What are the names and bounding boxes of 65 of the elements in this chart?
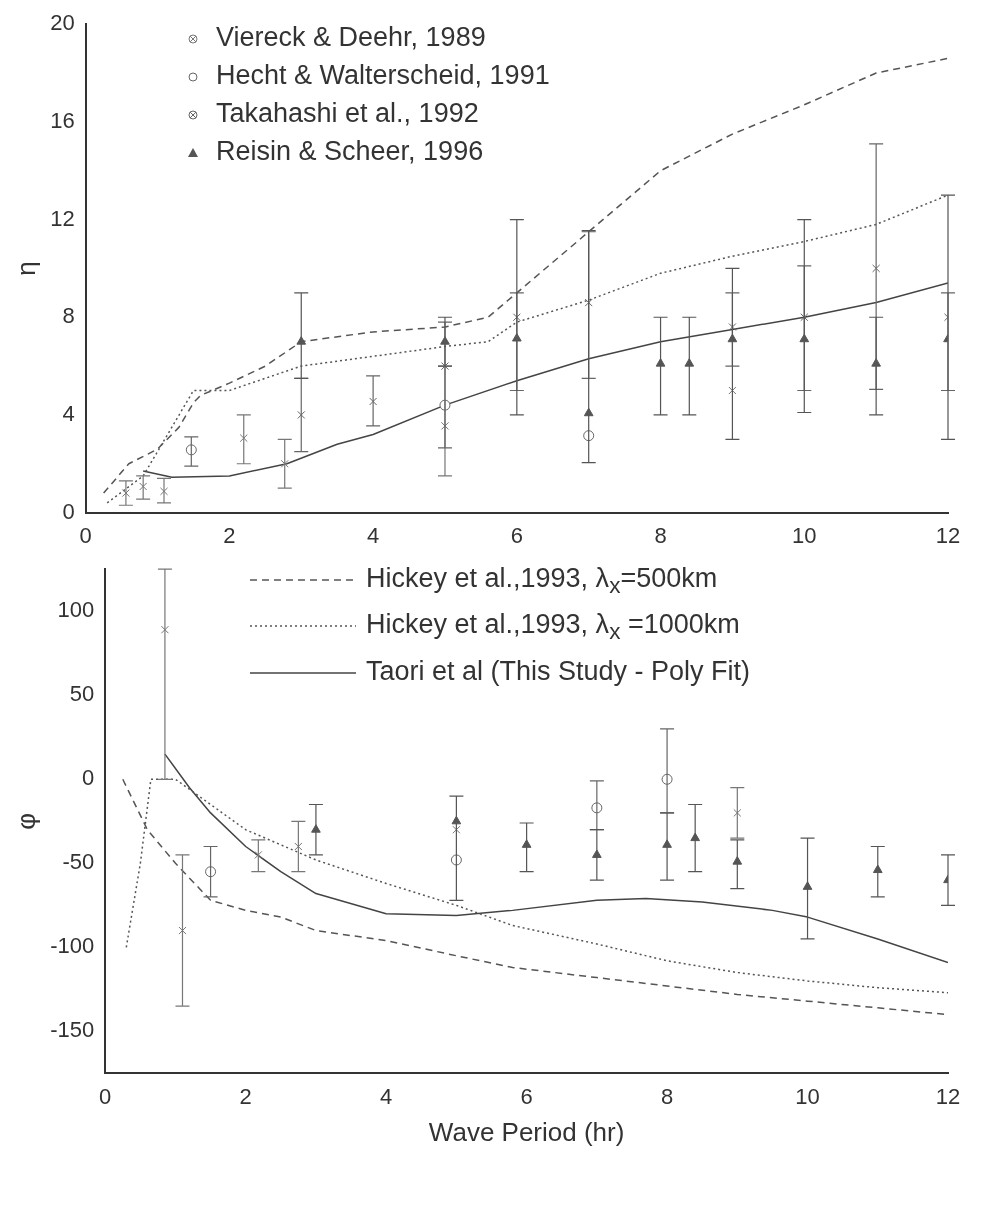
point [239,434,248,443]
x-tick-label: 8 [660,1083,674,1109]
x-tick-label: 10 [795,1083,820,1109]
point [159,487,169,496]
y-tick-label: 100 [57,597,95,623]
y-tick-label: 4 [62,400,75,426]
x-tick-label: 12 [935,522,961,548]
point [440,362,450,371]
y-tick-label: -150 [50,1017,95,1043]
x-tick-label: 4 [366,522,380,548]
point [728,322,737,332]
point [512,332,522,342]
y-tick-label: -50 [62,849,95,875]
x-tick-label: 10 [792,522,817,548]
point [872,864,883,874]
point [655,358,666,367]
point [160,625,169,634]
point [800,313,809,322]
x-tick-label: 4 [380,1083,393,1109]
legend-label: Hickey et al.,1993, λ$_{x}$=500km [366,563,718,599]
y-tick-label: 8 [62,303,75,329]
y-tick-label: 16 [50,107,75,133]
point [802,881,813,890]
point [294,842,303,851]
legend-label: Reisin & Scheer, 1996 [216,136,484,166]
point [512,313,521,322]
point [296,336,307,345]
x-tick-label: 12 [935,1083,961,1109]
y-axis-title: η [10,261,41,276]
x-tick-label: 6 [520,1083,533,1109]
y-tick-label: 0 [62,498,75,524]
legend-label: Taori et al (This Study - Poly Fit) [366,655,751,686]
point [584,298,593,307]
x-tick-label: 6 [510,522,523,548]
legend-label: Viereck & Deehr, 1989 [216,22,486,52]
point [732,856,743,865]
point [440,421,450,430]
point [733,808,742,817]
y-axis-title: φ [10,812,41,830]
point [728,386,737,395]
y-tick-label: 0 [81,765,95,791]
point [369,397,378,406]
point [297,410,306,419]
y-tick-label: 12 [50,205,75,231]
y-tick-label: 20 [50,10,75,36]
x-axis-title: Wave Period (hr) [428,1116,625,1147]
point [121,489,130,498]
x-tick-label: 0 [99,1083,112,1109]
point [684,358,695,367]
y-tick-label: -100 [50,933,95,959]
legend-label: Hickey et al.,1993, λ$_{x}$ =1000km [366,609,740,645]
x-tick-label: 2 [223,522,236,548]
x-tick-label: 8 [654,522,667,548]
legend-label: Hecht & Walterscheid, 1991 [216,60,550,90]
point [280,459,289,468]
point [139,482,148,491]
point [178,926,187,935]
point [872,264,881,273]
point [592,849,602,858]
legend-label: Takahashi et al., 1992 [216,98,479,128]
point [254,850,263,859]
y-tick-label: 50 [69,681,95,707]
point [452,825,461,834]
x-tick-label: 2 [239,1083,252,1109]
point [521,839,532,848]
